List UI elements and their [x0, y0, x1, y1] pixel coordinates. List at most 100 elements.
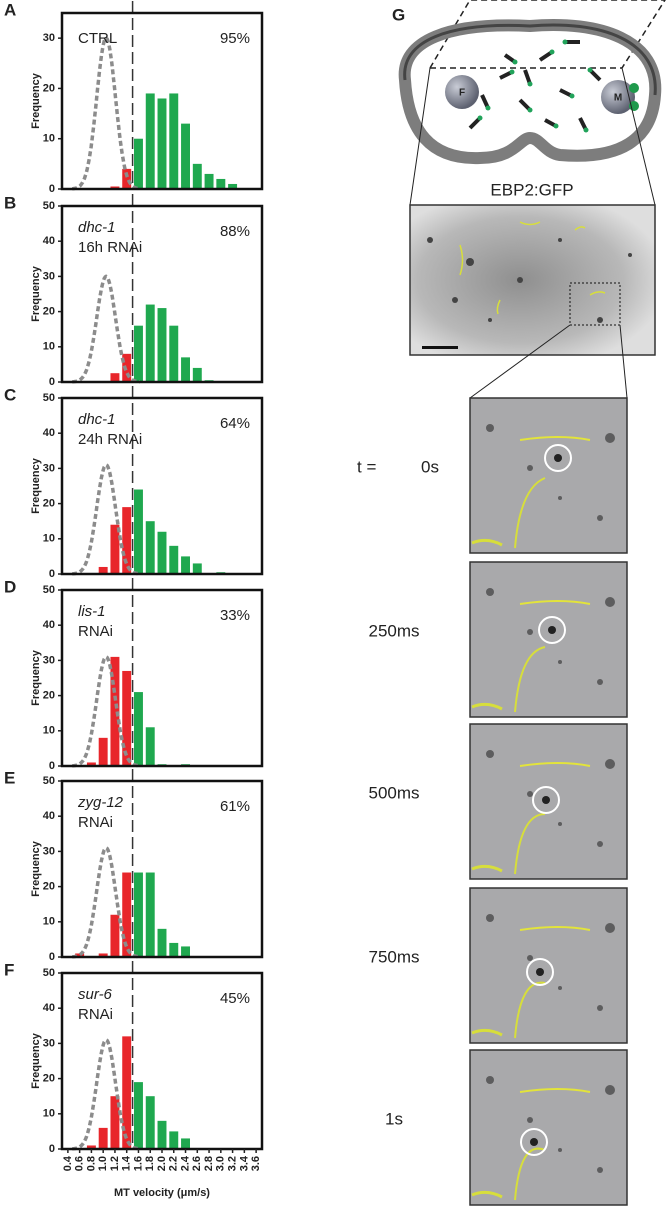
- comet-track: [519, 762, 591, 767]
- bar: [98, 953, 108, 957]
- frame: [469, 1049, 628, 1206]
- x-tick-label: 2.4: [179, 1155, 191, 1171]
- plot-frame: [60, 588, 264, 768]
- tracking-circle: [526, 958, 554, 986]
- bar: [181, 556, 190, 574]
- plot-frame: [60, 779, 264, 959]
- y-tick-label: 30: [43, 462, 55, 474]
- timelapse: t = 0s 250ms 500ms 750ms 1s: [357, 397, 628, 1206]
- frame-spot: [605, 923, 615, 933]
- tracked-tip: [536, 968, 544, 976]
- y-tick-label: 50: [43, 200, 55, 212]
- frame-spot: [527, 1117, 533, 1123]
- frame-spot: [486, 750, 494, 758]
- schematic: G F M EBP2:GFP: [392, 0, 666, 399]
- comet-track: [514, 1147, 546, 1201]
- frame-image: [469, 397, 628, 554]
- treatment: 16h RNAi: [78, 239, 142, 256]
- y-tick-label: 0: [49, 951, 55, 963]
- y-tick-label: 20: [43, 82, 55, 94]
- frame: [469, 723, 628, 880]
- bar: [134, 138, 143, 189]
- y-tick-label: 40: [43, 810, 55, 822]
- x-tick-label: 1.8: [144, 1156, 156, 1171]
- frame-image: [469, 561, 628, 718]
- frame-spot: [527, 465, 533, 471]
- tracking-circle: [520, 1128, 548, 1156]
- gaussian-fit: [72, 462, 140, 576]
- x-tick-label: 1.0: [97, 1156, 109, 1171]
- gene: dhc-1: [78, 219, 116, 236]
- microtubules: [468, 40, 602, 131]
- x-tick-label: 1.6: [132, 1156, 144, 1171]
- bar: [98, 566, 108, 574]
- bar: [122, 670, 132, 766]
- bar: [157, 98, 167, 189]
- bar: [216, 178, 226, 189]
- x-tick-label: 0.8: [85, 1156, 97, 1171]
- bar: [181, 357, 190, 382]
- bar: [122, 507, 132, 574]
- micrograph: [409, 204, 656, 356]
- x-tick-label: 2.2: [168, 1156, 180, 1171]
- plot-frame: [60, 204, 264, 384]
- gaussian-fit: [72, 845, 140, 959]
- treatment: RNAi: [78, 623, 113, 640]
- percent: 64%: [220, 415, 250, 432]
- percent: 88%: [220, 223, 250, 240]
- tracking-circle: [538, 616, 566, 644]
- y-tick-label: 0: [49, 376, 55, 388]
- percent: 45%: [220, 990, 250, 1007]
- percent: 95%: [220, 30, 250, 47]
- y-axis-label: Frequency: [30, 72, 42, 129]
- panel-label: C: [4, 385, 16, 404]
- y-tick-label: 20: [43, 1073, 55, 1085]
- comet-track: [519, 1088, 591, 1093]
- micrograph-spots: [427, 237, 632, 323]
- frame-spot: [486, 914, 494, 922]
- bar: [192, 563, 202, 574]
- time-label: 750ms: [368, 947, 419, 966]
- x-tick-label: 3.0: [215, 1156, 227, 1171]
- connector: [621, 67, 656, 206]
- histogram-panel: F 0 10 20 30 40 50 Frequency sur-6 RNAi 45% 0.4 0.6 0…: [4, 960, 264, 1199]
- micrograph-comets: [459, 221, 606, 315]
- bar: [192, 163, 202, 189]
- tracked-tip: [530, 1138, 538, 1146]
- bar: [134, 325, 143, 382]
- time-label: 500ms: [368, 783, 419, 802]
- frame-spot: [558, 986, 562, 990]
- bar: [110, 914, 120, 957]
- bar: [110, 1096, 120, 1149]
- gaussian-fit: [72, 274, 140, 384]
- y-tick-label: 40: [43, 235, 55, 247]
- comet-track: [514, 813, 546, 875]
- gene: dhc-1: [78, 411, 116, 428]
- y-axis-label: Frequency: [30, 649, 42, 706]
- caption: EBP2:GFP: [490, 180, 573, 199]
- frame-spot: [558, 496, 562, 500]
- bar: [169, 545, 179, 574]
- frame: [469, 887, 628, 1044]
- bar: [122, 872, 132, 957]
- bar: [98, 1127, 108, 1149]
- bar: [110, 656, 120, 766]
- frame-spot: [486, 1076, 494, 1084]
- tracking-circle: [532, 786, 560, 814]
- gene: sur-6: [78, 986, 113, 1003]
- y-tick-label: 0: [49, 760, 55, 772]
- panel-label: B: [4, 193, 16, 212]
- eb-tips: [477, 39, 593, 133]
- treatment: RNAi: [78, 1006, 113, 1023]
- bar: [122, 168, 132, 189]
- y-tick-label: 20: [43, 881, 55, 893]
- frame-spot: [605, 1085, 615, 1095]
- y-tick-label: 10: [43, 133, 55, 145]
- x-tick-label: 0.4: [62, 1155, 74, 1171]
- panel-label: E: [4, 768, 15, 787]
- frame-spot: [597, 1167, 603, 1173]
- bar: [181, 946, 190, 957]
- frame-image: [469, 1049, 628, 1206]
- plot-frame: [60, 11, 264, 191]
- frame-spot: [605, 759, 615, 769]
